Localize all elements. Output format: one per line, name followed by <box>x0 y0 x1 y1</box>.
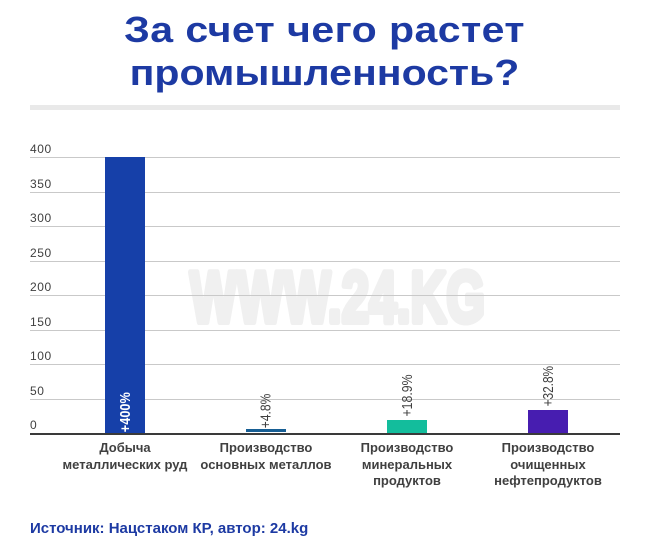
svg-text:+32.8%: +32.8% <box>541 366 557 407</box>
svg-text:+400%: +400% <box>118 392 134 432</box>
svg-text:+18.9%: +18.9% <box>400 374 416 416</box>
svg-text:+4.8%: +4.8% <box>259 394 275 429</box>
svg-text:WWW.24.KG: WWW.24.KG <box>190 258 485 338</box>
